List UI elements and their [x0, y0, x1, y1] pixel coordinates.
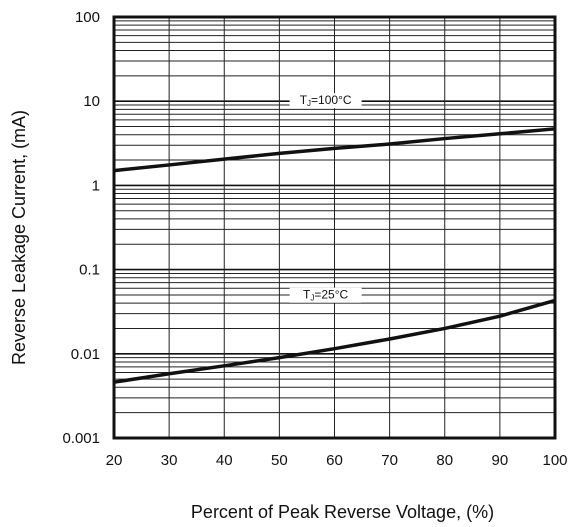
x-tick-label: 60: [326, 452, 343, 469]
plot-frame: [112, 15, 557, 440]
x-axis-title: Percent of Peak Reverse Voltage, (%): [191, 502, 494, 522]
y-tick-label: 10: [83, 93, 100, 110]
x-tick-label: 20: [106, 452, 123, 469]
series-group: TJ=100°C TJ=25°C: [113, 93, 556, 384]
y-axis-title: Reverse Leakage Current, (mA): [9, 110, 29, 365]
y-tick-label: 1: [92, 177, 100, 194]
y-tick-label: 0.01: [71, 346, 100, 363]
x-tick-label: 30: [161, 452, 178, 469]
y-tick-label: 0.1: [79, 262, 100, 279]
x-tick-label: 70: [381, 452, 398, 469]
tick-labels: 20 30 40 50 60 70 80 90 100 0.001 0.01 0.1 1 10 100: [62, 9, 567, 469]
series-label-2: TJ=25°C: [303, 288, 348, 303]
grid: [113, 16, 556, 439]
x-tick-label: 80: [436, 452, 453, 469]
y-tick-label: 0.001: [62, 430, 100, 447]
series-line-1: [113, 127, 556, 173]
series-label-bg: [289, 93, 362, 109]
x-tick-label: 40: [216, 452, 233, 469]
x-tick-label: 90: [492, 452, 509, 469]
x-tick-label: 50: [271, 452, 288, 469]
y-tick-label: 100: [75, 9, 100, 26]
x-tick-label: 100: [542, 452, 567, 469]
series-line-2: [113, 298, 556, 384]
plot-border: [112, 15, 557, 440]
series-label-1: TJ=100°C: [300, 93, 352, 108]
series-label-bg: [289, 287, 362, 303]
